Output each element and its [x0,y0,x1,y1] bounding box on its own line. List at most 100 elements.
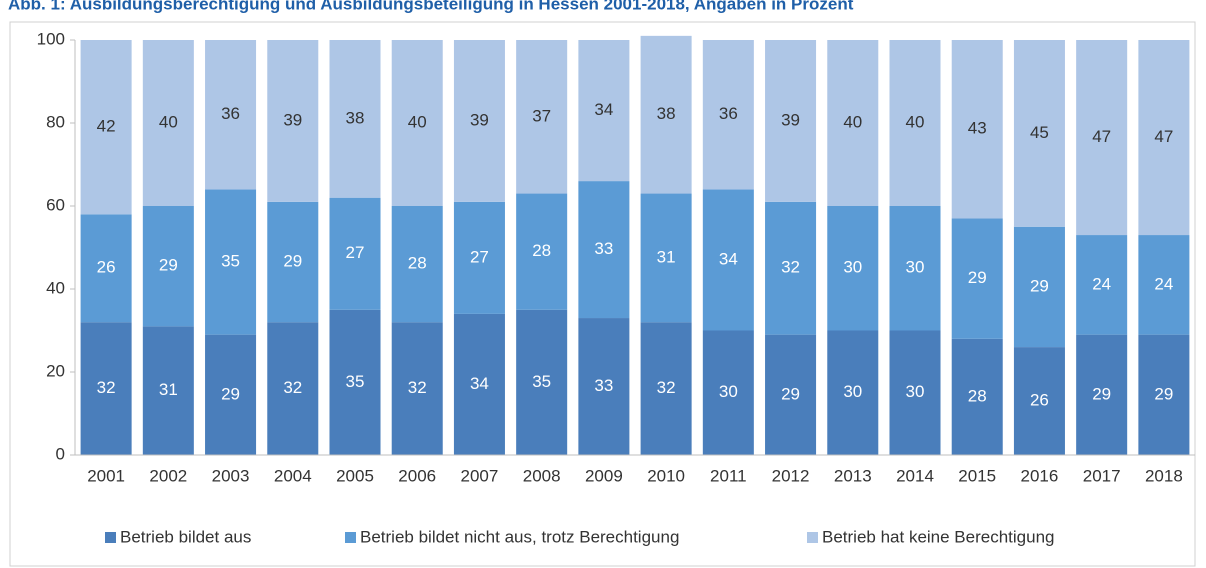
bar-segment [142,326,194,455]
bar-segment [640,322,692,455]
bar-segment [267,322,319,455]
bar-segment [702,330,754,455]
y-tick-label: 20 [46,361,65,380]
bar-segment [1076,235,1128,335]
data-label: 28 [532,241,551,260]
data-label: 26 [97,258,116,277]
data-label: 24 [1092,274,1111,293]
x-tick-label: 2011 [710,466,747,485]
data-label: 29 [1092,384,1111,403]
data-label: 34 [719,249,738,268]
data-label: 32 [97,378,116,397]
bar-segment [951,218,1003,339]
data-label: 29 [968,268,987,287]
x-tick-label: 2012 [772,466,810,485]
y-tick-label: 60 [46,195,65,214]
data-label: 37 [532,106,551,125]
bar-segment [516,40,568,194]
legend-swatch [807,532,818,543]
bar-segment [951,40,1003,219]
data-label: 31 [657,247,676,266]
data-label: 47 [1092,127,1111,146]
data-label: 39 [781,110,800,129]
bar-segment [142,206,194,327]
x-tick-label: 2009 [585,466,623,485]
bar-segment [578,318,630,455]
bar-segment [329,40,381,198]
bar-segment [205,334,257,455]
bar-segment [391,206,443,323]
x-tick-label: 2005 [336,466,374,485]
data-label: 40 [906,112,925,131]
bar-segment [453,313,505,455]
data-label: 39 [470,110,489,129]
data-label: 24 [1154,274,1173,293]
bar-segment [267,40,319,202]
data-label: 38 [657,104,676,123]
bar-segment [80,40,132,215]
data-label: 32 [408,378,427,397]
bar-segment [142,40,194,206]
y-tick-label: 40 [46,278,65,297]
data-label: 30 [843,258,862,277]
data-label: 34 [470,374,489,393]
x-tick-label: 2015 [958,466,996,485]
bar-segment [578,181,630,319]
data-label: 36 [221,104,240,123]
bar-segment [1138,235,1190,335]
x-tick-label: 2014 [896,466,934,485]
bar-segment [640,193,692,323]
bar-segment [951,338,1003,455]
x-tick-label: 2013 [834,466,872,485]
data-label: 29 [781,384,800,403]
bar-segment [516,193,568,310]
bar-segment [1076,334,1128,455]
bar-segment [889,330,941,455]
legend-label: Betrieb bildet nicht aus, trotz Berechti… [360,527,679,546]
bar-segment [827,206,879,331]
chart-frame [9,21,1196,567]
data-label: 40 [408,112,427,131]
data-label: 30 [906,258,925,277]
bar-segment [640,35,692,194]
data-label: 39 [283,110,302,129]
bar-segment [329,309,381,455]
bar-segment [205,40,257,190]
bar-segment [80,214,132,323]
legend-swatch [345,532,356,543]
data-label: 40 [159,112,178,131]
x-tick-label: 2002 [149,466,187,485]
data-label: 29 [221,384,240,403]
data-label: 34 [594,100,613,119]
bar-segment [702,40,754,190]
bar-segment [391,322,443,455]
data-label: 29 [1154,384,1173,403]
bar-segment [578,40,630,182]
data-label: 36 [719,104,738,123]
x-tick-label: 2018 [1145,466,1183,485]
bar-segment [205,189,257,335]
bar-segment [765,201,817,335]
data-label: 32 [283,378,302,397]
bar-segment [1013,226,1065,348]
bar-segment [1076,40,1128,236]
bar-segment [827,40,879,206]
bar-segment [329,197,381,310]
data-label: 30 [719,382,738,401]
x-tick-label: 2001 [87,466,125,485]
bar-segment [80,322,132,455]
data-label: 30 [906,382,925,401]
x-tick-label: 2007 [461,466,499,485]
x-tick-label: 2010 [647,466,685,485]
data-label: 31 [159,380,178,399]
data-label: 40 [843,112,862,131]
bar-segment [765,334,817,455]
data-label: 30 [843,382,862,401]
x-tick-label: 2006 [398,466,436,485]
data-label: 43 [968,119,987,138]
data-label: 32 [781,258,800,277]
x-tick-label: 2016 [1021,466,1059,485]
y-tick-label: 0 [56,444,65,463]
data-label: 42 [97,117,116,136]
